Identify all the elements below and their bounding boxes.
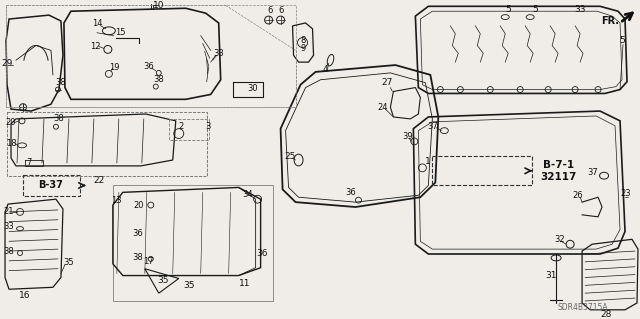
Text: 12: 12	[90, 42, 100, 51]
Text: 25: 25	[284, 152, 295, 160]
Text: 9: 9	[301, 44, 306, 53]
Text: 15: 15	[116, 28, 126, 37]
Text: 21: 21	[4, 207, 14, 216]
Text: 1: 1	[424, 158, 430, 167]
Text: 30: 30	[247, 84, 258, 93]
Bar	[169, 119, 209, 140]
Text: 35: 35	[157, 276, 168, 285]
Text: 22: 22	[93, 176, 104, 185]
Text: 38: 38	[56, 78, 67, 87]
Bar	[433, 156, 532, 185]
Text: FR.: FR.	[601, 16, 619, 26]
Text: 4: 4	[323, 65, 328, 74]
Text: 39: 39	[402, 132, 413, 141]
Text: 37: 37	[427, 122, 438, 131]
Text: 27: 27	[381, 78, 393, 87]
Text: B-37: B-37	[38, 181, 63, 190]
Text: 32: 32	[554, 235, 564, 244]
Bar	[7, 112, 207, 176]
Text: 38: 38	[4, 247, 14, 256]
Text: 20: 20	[6, 118, 16, 127]
Text: 29: 29	[1, 59, 13, 68]
Text: 34: 34	[243, 190, 253, 199]
Text: 35: 35	[183, 281, 195, 290]
Text: 5: 5	[506, 5, 511, 14]
Text: 38: 38	[54, 115, 64, 123]
Text: 36: 36	[143, 62, 154, 70]
Text: 33: 33	[213, 49, 224, 58]
Text: 28: 28	[600, 310, 612, 319]
Text: 35: 35	[63, 258, 74, 267]
Text: 11: 11	[239, 279, 250, 288]
Text: 10: 10	[153, 1, 164, 10]
Text: 8: 8	[301, 36, 306, 45]
Text: 38: 38	[132, 253, 143, 263]
Text: 14: 14	[92, 19, 102, 28]
Text: 38: 38	[154, 75, 164, 84]
Text: 5: 5	[532, 5, 538, 14]
Text: 18: 18	[6, 139, 17, 148]
Text: 37: 37	[588, 168, 598, 177]
Text: 13: 13	[111, 196, 122, 205]
Text: 3: 3	[205, 122, 211, 131]
Text: 6: 6	[278, 6, 284, 15]
Text: 33: 33	[4, 222, 14, 231]
Text: 26: 26	[573, 191, 584, 200]
Text: 36: 36	[345, 188, 356, 197]
Text: 32117: 32117	[540, 172, 577, 182]
Text: 20: 20	[134, 201, 144, 210]
Text: 33: 33	[574, 5, 586, 14]
Text: SDR4B3715A: SDR4B3715A	[558, 303, 609, 312]
Text: 19: 19	[109, 63, 119, 72]
Text: 7: 7	[26, 159, 31, 167]
Text: 17: 17	[143, 257, 154, 266]
Text: 6: 6	[267, 6, 272, 15]
Text: 2: 2	[178, 122, 184, 131]
Bar	[23, 175, 80, 196]
Text: B-7-1: B-7-1	[543, 160, 573, 170]
Text: 5: 5	[619, 36, 625, 45]
Bar	[113, 185, 273, 301]
Text: 36: 36	[256, 249, 268, 257]
Bar	[6, 5, 296, 107]
Text: 36: 36	[132, 229, 143, 238]
Text: 23: 23	[621, 189, 631, 198]
Text: 24: 24	[377, 103, 388, 112]
Text: 16: 16	[19, 291, 31, 300]
Text: 31: 31	[545, 271, 557, 280]
